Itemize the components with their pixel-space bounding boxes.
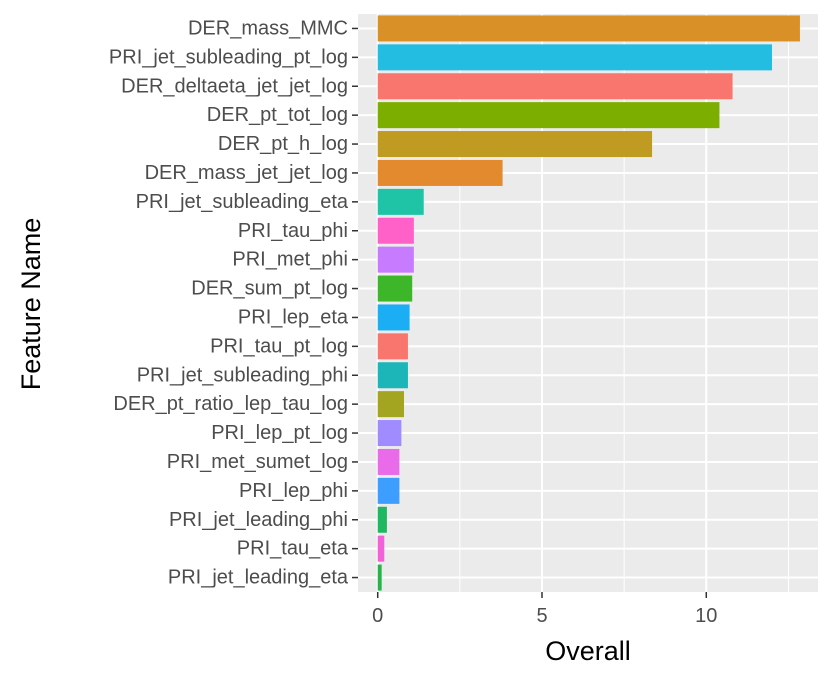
y-tick-label: PRI_lep_eta xyxy=(238,306,349,328)
y-tick-label: PRI_jet_subleading_phi xyxy=(137,364,348,386)
y-tick-label: DER_pt_tot_log xyxy=(207,104,348,126)
y-tick-label: PRI_met_phi xyxy=(232,249,348,271)
y-tick-label: DER_mass_jet_jet_log xyxy=(145,162,348,184)
y-tick-label: DER_mass_MMC xyxy=(188,17,348,39)
bar xyxy=(377,304,410,331)
bar xyxy=(377,333,408,360)
bar xyxy=(377,188,424,215)
y-tick-label: DER_pt_h_log xyxy=(218,133,348,155)
bar xyxy=(377,131,653,158)
bar xyxy=(377,506,387,533)
y-tick-label: PRI_jet_leading_phi xyxy=(169,509,348,531)
y-tick-label: PRI_jet_subleading_eta xyxy=(136,191,349,213)
bar xyxy=(377,217,414,244)
bars xyxy=(377,15,800,591)
y-tick-label: PRI_tau_pt_log xyxy=(210,335,348,357)
y-tick-label: PRI_met_sumet_log xyxy=(167,451,348,473)
bar xyxy=(377,535,385,562)
y-tick-label: DER_sum_pt_log xyxy=(191,278,348,300)
bar xyxy=(377,159,503,186)
y-tick-label: PRI_lep_phi xyxy=(239,480,348,502)
bar xyxy=(377,448,400,475)
y-axis-title: Feature Name xyxy=(16,218,46,391)
y-tick-label: PRI_jet_subleading_pt_log xyxy=(109,46,348,68)
y-tick-label: PRI_tau_eta xyxy=(237,538,349,560)
bar xyxy=(377,362,408,389)
plot-panel xyxy=(358,14,818,592)
y-tick-label: PRI_jet_leading_eta xyxy=(168,567,349,589)
bar xyxy=(377,15,800,42)
bar xyxy=(377,102,720,129)
y-axis: DER_mass_MMC PRI_jet_subleading_pt_log DER… xyxy=(109,17,358,589)
y-tick-label: DER_pt_ratio_lep_tau_log xyxy=(113,393,348,415)
bar xyxy=(377,420,402,447)
bar xyxy=(377,44,772,71)
bar xyxy=(377,73,733,100)
bar xyxy=(377,477,400,504)
x-axis-title: Overall xyxy=(545,636,631,666)
bar xyxy=(377,275,413,302)
x-axis: 0 5 10 xyxy=(372,592,717,627)
bar xyxy=(377,391,404,418)
bar xyxy=(377,246,414,273)
bar xyxy=(377,564,382,591)
x-tick-label: 10 xyxy=(695,605,717,627)
x-tick-label: 5 xyxy=(536,605,547,627)
y-tick-label: PRI_tau_phi xyxy=(238,220,348,242)
y-tick-label: PRI_lep_pt_log xyxy=(211,422,348,444)
y-tick-label: DER_deltaeta_jet_jet_log xyxy=(121,75,348,97)
x-tick-label: 0 xyxy=(372,605,383,627)
